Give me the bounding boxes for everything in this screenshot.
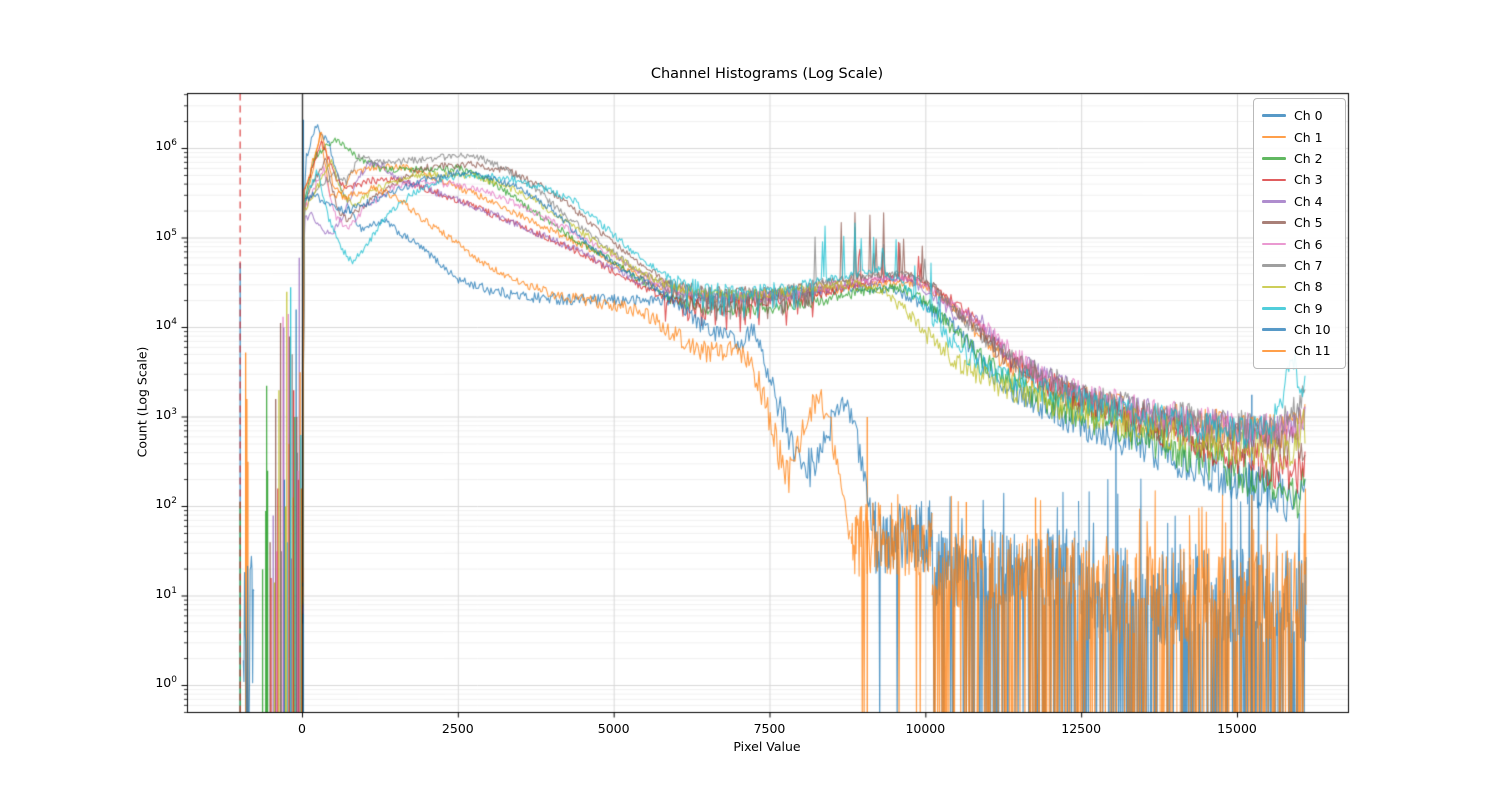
y-tick-label: 104 — [155, 317, 177, 333]
legend-label: Ch 7 — [1294, 257, 1323, 273]
legend-line-swatch — [1262, 242, 1286, 246]
legend-entry: Ch 7 — [1262, 255, 1337, 276]
chart-title: Channel Histograms (Log Scale) — [650, 66, 884, 82]
legend-label: Ch 2 — [1294, 150, 1323, 166]
y-tick-label: 101 — [155, 585, 177, 601]
x-axis-label: Pixel Value — [733, 739, 801, 754]
legend-line-swatch — [1262, 221, 1286, 224]
legend-line-swatch — [1262, 328, 1286, 331]
legend-entry: Ch 8 — [1262, 276, 1337, 297]
y-tick-label: 100 — [155, 675, 177, 691]
x-tick-label: 15000 — [1217, 721, 1257, 736]
legend-entry: Ch 4 — [1262, 191, 1337, 212]
legend-line-swatch — [1262, 178, 1286, 182]
y-tick-label: 102 — [155, 496, 177, 512]
legend-entry: Ch 0 — [1262, 105, 1337, 126]
legend-line-swatch — [1262, 135, 1286, 139]
legend-entry: Ch 1 — [1262, 126, 1337, 147]
legend-entry: Ch 3 — [1262, 169, 1337, 190]
legend-label: Ch 5 — [1294, 215, 1323, 231]
legend-line-swatch — [1262, 157, 1286, 160]
y-tick-label: 105 — [155, 227, 177, 243]
legend-line-swatch — [1262, 114, 1286, 117]
legend-line-swatch — [1262, 199, 1286, 203]
legend-entry: Ch 2 — [1262, 148, 1337, 169]
legend-label: Ch 1 — [1294, 129, 1323, 145]
legend-entry: Ch 11 — [1262, 340, 1337, 361]
legend-entry: Ch 9 — [1262, 298, 1337, 319]
y-axis-label: Count (Log Scale) — [134, 346, 150, 458]
legend-line-swatch — [1262, 285, 1286, 289]
legend-line-swatch — [1262, 264, 1286, 267]
legend-label: Ch 0 — [1294, 108, 1323, 124]
x-tick-label: 2500 — [441, 721, 474, 736]
y-tick-label: 103 — [155, 406, 177, 422]
legend-entry: Ch 6 — [1262, 233, 1337, 254]
y-tick-label: 106 — [155, 138, 177, 154]
legend-label: Ch 9 — [1294, 300, 1323, 316]
legend-label: Ch 6 — [1294, 236, 1323, 252]
x-tick-label: 5000 — [597, 721, 630, 736]
legend-label: Ch 11 — [1294, 343, 1331, 359]
legend-line-swatch — [1262, 306, 1286, 310]
x-tick-label: 12500 — [1061, 721, 1102, 736]
legend-entry: Ch 10 — [1262, 319, 1337, 340]
legend-entry: Ch 5 — [1262, 212, 1337, 233]
x-tick-label: 10000 — [905, 721, 946, 736]
x-tick-label: 0 — [298, 721, 306, 736]
legend-label: Ch 4 — [1294, 193, 1323, 209]
legend: Ch 0 Ch 1 Ch 2 Ch 3 Ch 4 Ch 5 Ch 6 Ch 7 Ch 8 Ch 9… — [1253, 98, 1346, 369]
legend-label: Ch 8 — [1294, 279, 1323, 295]
legend-label: Ch 3 — [1294, 172, 1323, 188]
x-tick-label: 7500 — [753, 721, 786, 736]
legend-label: Ch 10 — [1294, 322, 1331, 338]
legend-line-swatch — [1262, 349, 1286, 353]
